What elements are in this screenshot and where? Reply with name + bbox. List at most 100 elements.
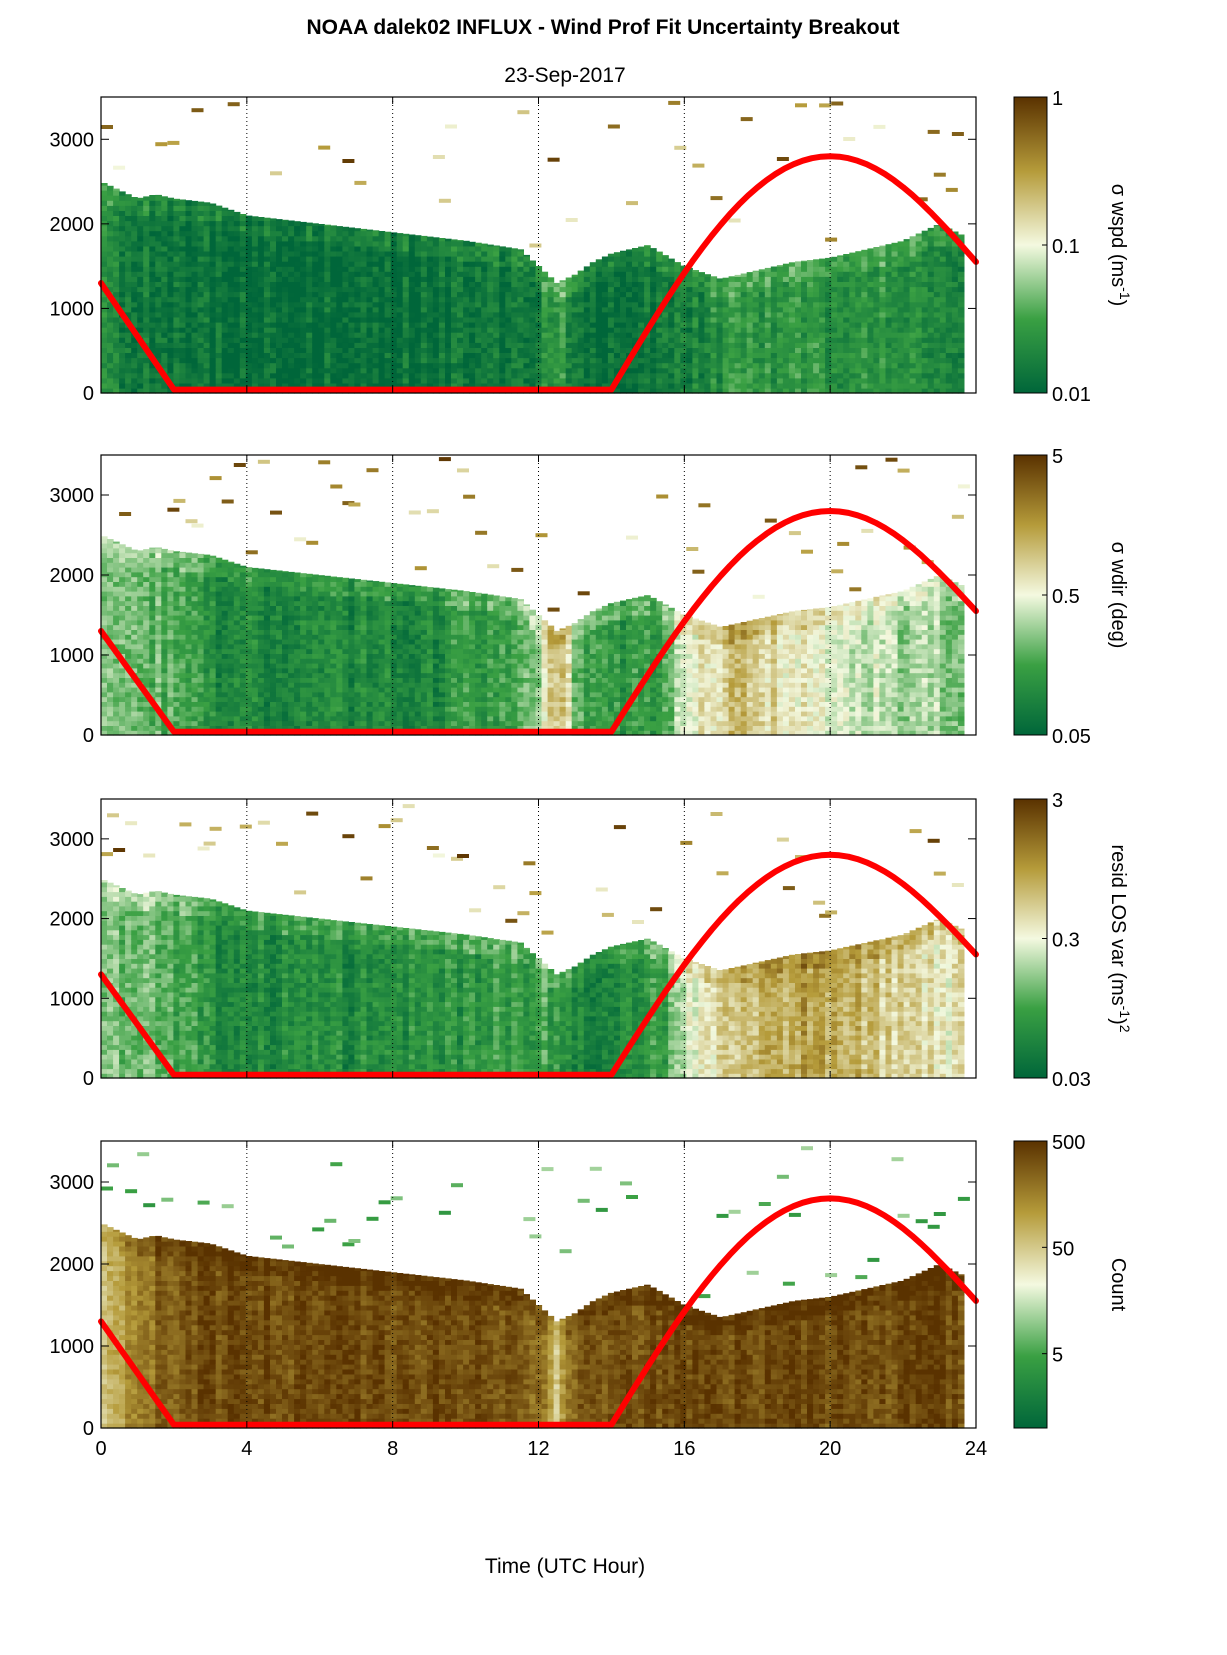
heatmap-cell <box>445 322 452 328</box>
heatmap-cell <box>367 246 374 252</box>
heatmap-cell <box>523 363 530 369</box>
heatmap-cell <box>234 276 241 282</box>
heatmap-cell <box>361 302 368 308</box>
heatmap-cell <box>312 271 319 277</box>
heatmap-cell <box>222 246 229 252</box>
heatmap-cell <box>354 302 361 308</box>
heatmap-cell <box>324 337 331 343</box>
heatmap-cell <box>198 256 205 262</box>
heatmap-cell <box>421 327 428 333</box>
heatmap-cell <box>481 281 488 287</box>
heatmap-cell <box>107 347 114 353</box>
heatmap-cell <box>433 256 440 262</box>
heatmap-cell <box>354 352 361 358</box>
heatmap-cell <box>300 226 307 232</box>
heatmap-cell <box>167 337 174 343</box>
heatmap-cell <box>361 327 368 333</box>
heatmap-cell <box>107 383 114 389</box>
heatmap-cell <box>107 215 114 221</box>
heatmap-cell <box>222 241 229 247</box>
heatmap-cell <box>445 378 452 384</box>
heatmap-cell <box>210 271 217 277</box>
heatmap-cell <box>192 378 199 384</box>
heatmap-cell <box>318 261 325 267</box>
heatmap-cell <box>204 256 211 262</box>
heatmap-cell <box>119 281 126 287</box>
heatmap-cell <box>131 378 138 384</box>
heatmap-cell <box>294 251 301 257</box>
heatmap-cell <box>560 347 567 353</box>
heatmap-cell <box>336 246 343 252</box>
heatmap-cell <box>240 373 247 379</box>
heatmap-cell <box>511 312 518 318</box>
heatmap-cell <box>427 246 434 252</box>
heatmap-cell <box>505 256 512 262</box>
heatmap-cell <box>101 215 108 221</box>
heatmap-cell <box>373 292 380 298</box>
heatmap-cell <box>318 226 325 232</box>
heatmap-cell <box>240 312 247 318</box>
heatmap-cell <box>409 271 416 277</box>
heatmap-cell <box>572 332 579 338</box>
heatmap-cell <box>475 337 482 343</box>
heatmap-cell <box>584 281 591 287</box>
heatmap-cell <box>324 226 331 232</box>
heatmap-cell <box>336 256 343 262</box>
heatmap-cell <box>451 347 458 353</box>
heatmap-cell <box>222 373 229 379</box>
heatmap-cell <box>433 297 440 303</box>
heatmap-cell <box>216 266 223 272</box>
heatmap-cell <box>186 256 193 262</box>
heatmap-cell <box>300 378 307 384</box>
heatmap-cell <box>517 368 524 374</box>
heatmap-cell <box>542 317 549 323</box>
heatmap-cell <box>511 358 518 364</box>
heatmap-cell <box>379 307 386 313</box>
heatmap-cell <box>318 251 325 257</box>
heatmap-cell <box>264 332 271 338</box>
heatmap-cell <box>204 231 211 237</box>
heatmap-cell <box>542 347 549 353</box>
heatmap-cell <box>270 261 277 267</box>
heatmap-cell <box>143 332 150 338</box>
heatmap-cell <box>481 378 488 384</box>
heatmap-cell <box>228 363 235 369</box>
heatmap-cell <box>119 276 126 282</box>
heatmap-cell <box>149 261 156 267</box>
heatmap-cell <box>186 236 193 242</box>
heatmap-cell <box>246 302 253 308</box>
heatmap-cell <box>282 261 289 267</box>
heatmap-cell <box>149 266 156 272</box>
heatmap-cell <box>324 246 331 252</box>
heatmap-cell <box>252 231 259 237</box>
heatmap-cell <box>348 228 355 232</box>
heatmap-cell <box>348 312 355 318</box>
heatmap-cell <box>481 266 488 272</box>
heatmap-cell <box>228 241 235 247</box>
heatmap-cell <box>403 276 410 282</box>
heatmap-cell <box>240 214 247 216</box>
sparse-cell <box>354 181 366 185</box>
heatmap-cell <box>252 342 259 348</box>
heatmap-cell <box>270 352 277 358</box>
heatmap-cell <box>342 271 349 277</box>
heatmap-cell <box>336 373 343 379</box>
heatmap-cell <box>234 358 241 364</box>
heatmap-cell <box>306 236 313 242</box>
heatmap-cell <box>216 347 223 353</box>
heatmap-cell <box>149 302 156 308</box>
heatmap-cell <box>336 352 343 358</box>
heatmap-cell <box>584 322 591 328</box>
heatmap-cell <box>294 378 301 384</box>
heatmap-cell <box>282 332 289 338</box>
heatmap-cell <box>252 221 259 227</box>
heatmap-cell <box>300 358 307 364</box>
heatmap-cell <box>282 266 289 272</box>
heatmap-cell <box>143 266 150 272</box>
heatmap-cell <box>367 342 374 348</box>
heatmap-cell <box>511 302 518 308</box>
heatmap-cell <box>119 256 126 262</box>
heatmap-cell <box>584 276 591 282</box>
heatmap-cell <box>433 276 440 282</box>
heatmap-cell <box>173 347 180 353</box>
